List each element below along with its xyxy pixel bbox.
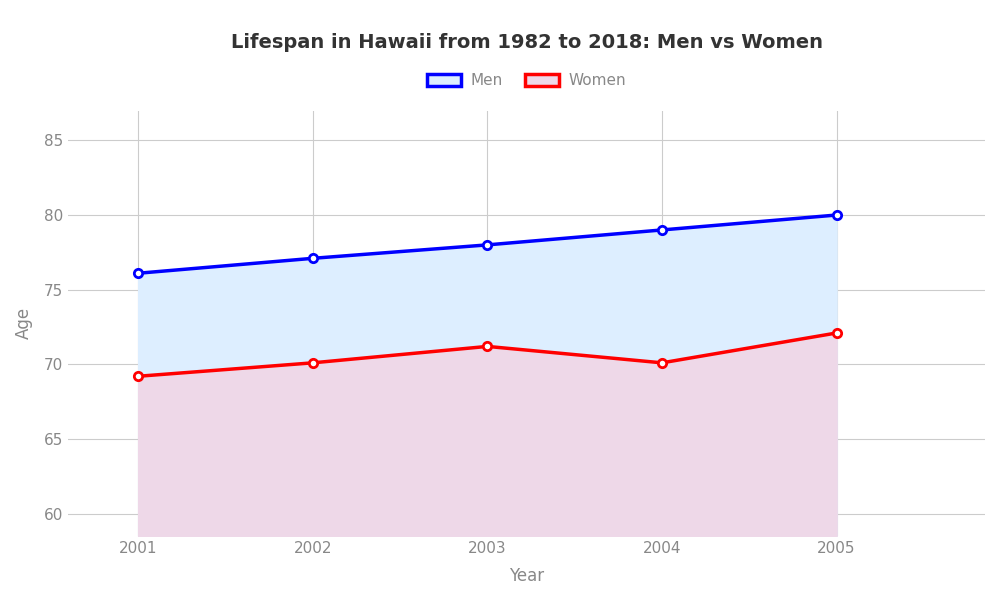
Legend: Men, Women: Men, Women [421,67,632,94]
X-axis label: Year: Year [509,567,544,585]
Y-axis label: Age: Age [15,307,33,340]
Title: Lifespan in Hawaii from 1982 to 2018: Men vs Women: Lifespan in Hawaii from 1982 to 2018: Me… [231,33,823,52]
